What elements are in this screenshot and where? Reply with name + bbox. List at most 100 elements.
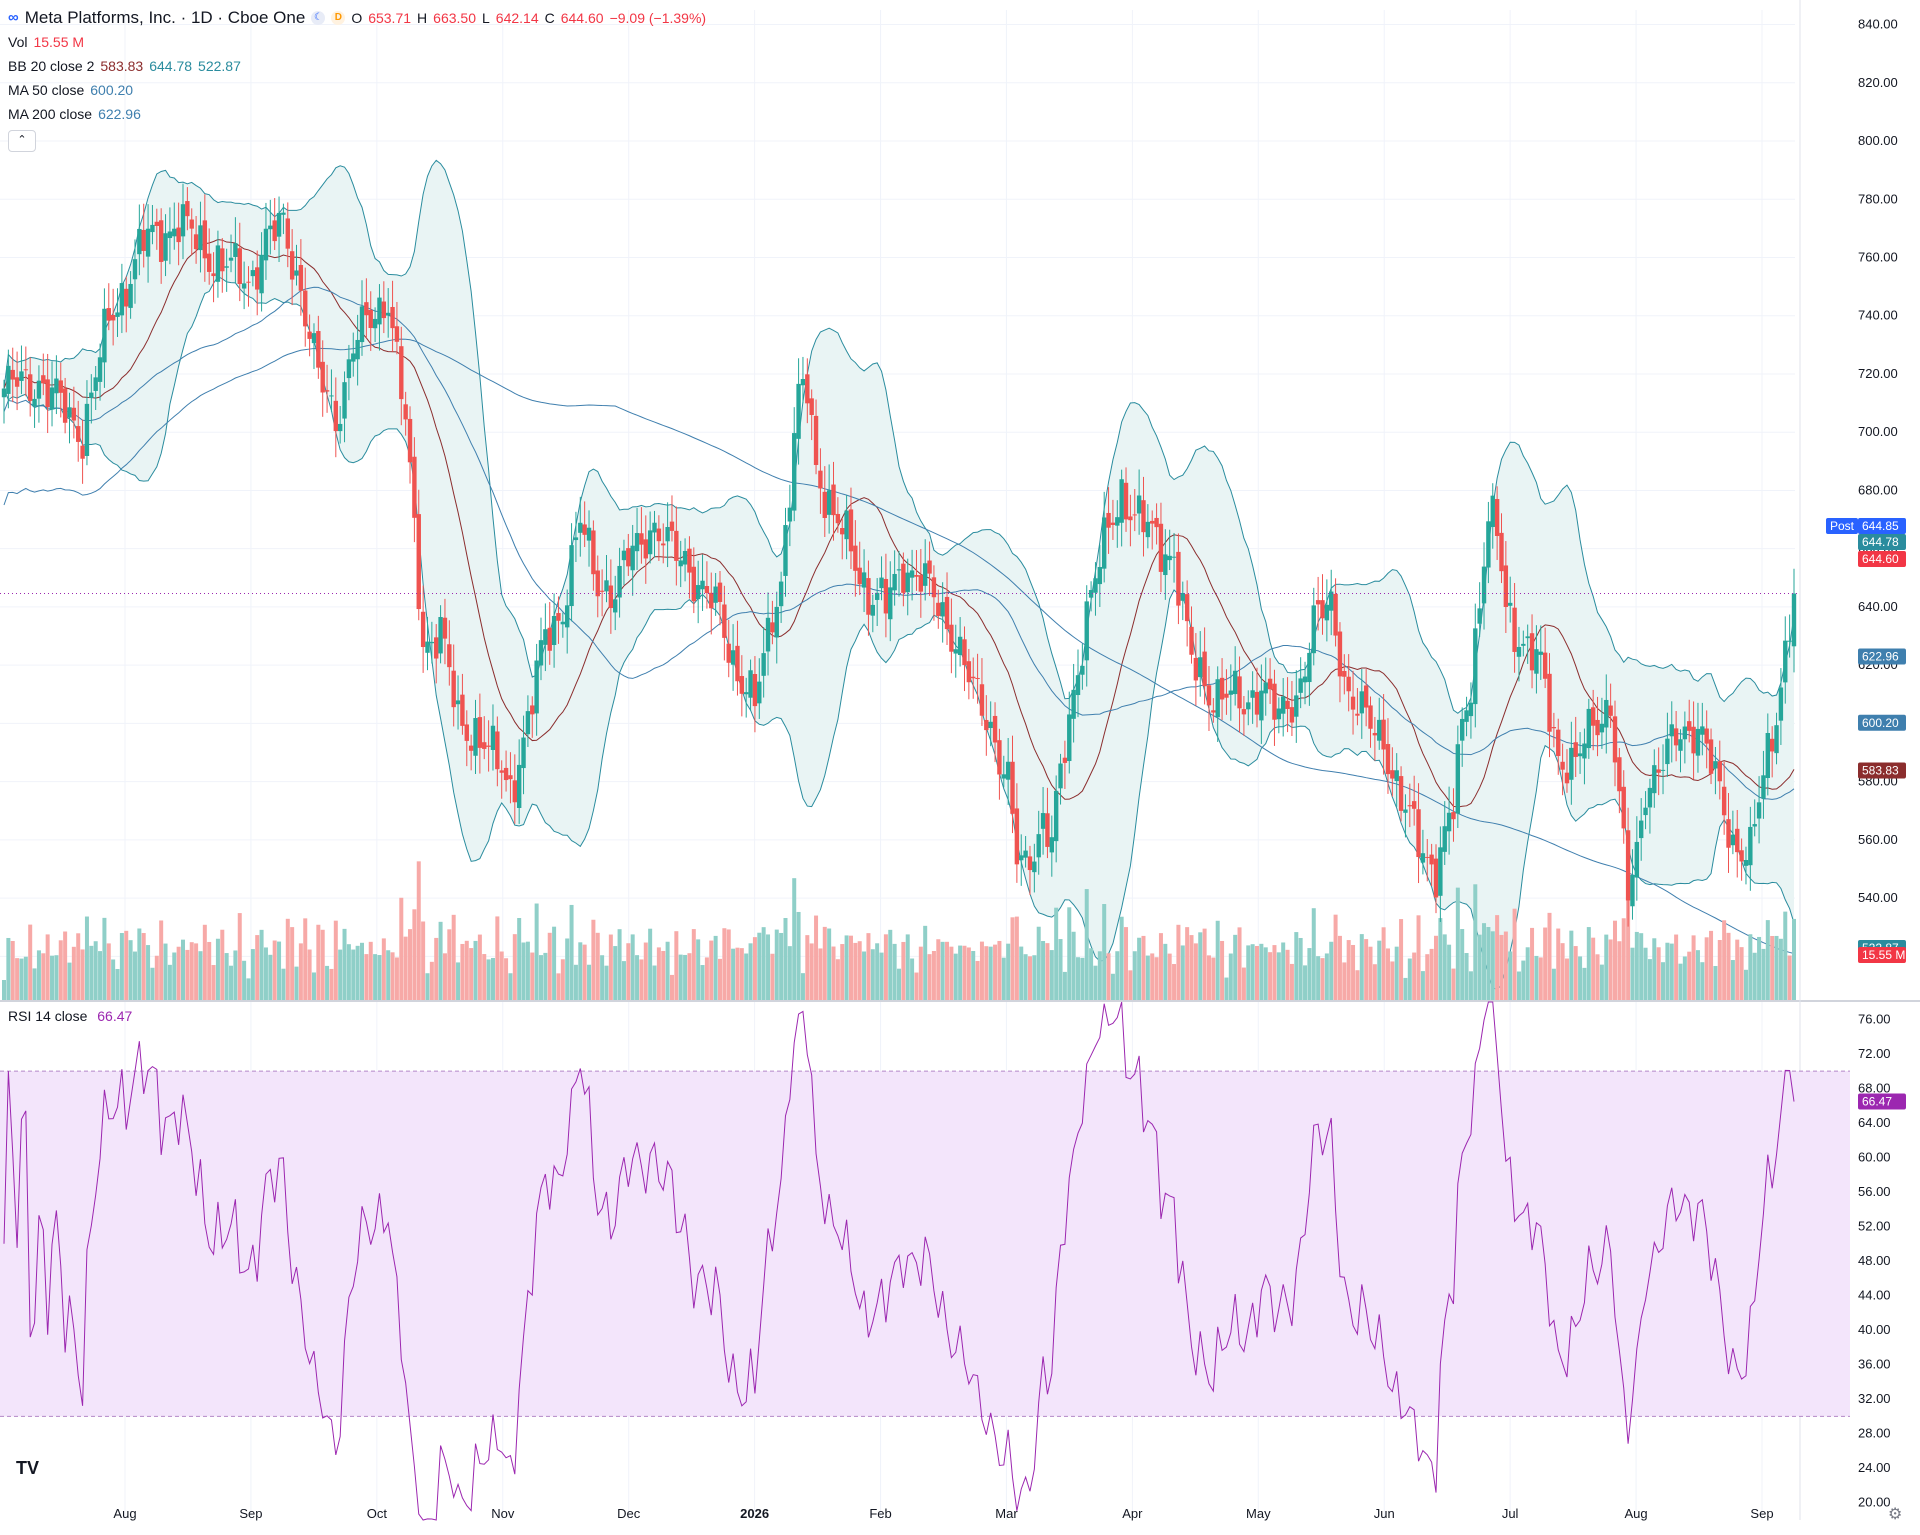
candle <box>783 507 788 597</box>
candle-body <box>45 379 50 408</box>
volume-bar <box>1521 960 1526 1000</box>
volume-bar <box>1709 930 1714 1000</box>
ma200-line <box>3 338 1795 954</box>
candle <box>1053 775 1059 863</box>
volume-bar <box>713 935 718 1000</box>
candle-body <box>1590 707 1596 726</box>
ma200-tag: 622.96 <box>1858 648 1906 665</box>
chart-legend: ∞ Meta Platforms, Inc. · 1D · Cboe One ☾… <box>8 6 706 152</box>
candle-body <box>1582 743 1587 759</box>
open-label: O <box>351 10 363 26</box>
volume-bar <box>822 926 827 1000</box>
volume-bar <box>800 973 805 1000</box>
volume-bar <box>504 958 509 1000</box>
candle <box>407 406 413 484</box>
volume-bar <box>962 945 967 1000</box>
bb-legend-row[interactable]: BB 20 close 2 583.83 644.78 522.87 <box>8 54 706 78</box>
volume-bar <box>1682 956 1687 1000</box>
candle-body <box>259 254 264 294</box>
rsi-tick-label: 40.00 <box>1858 1322 1891 1337</box>
candle-body <box>556 613 561 621</box>
volume-bar <box>224 953 229 1000</box>
candle-body <box>1219 677 1225 700</box>
volume-bar <box>1189 935 1194 1000</box>
volume-bar <box>556 973 561 1000</box>
candle <box>1014 783 1020 883</box>
candle <box>726 619 731 678</box>
ma200-value: 622.96 <box>98 106 141 122</box>
volume-bar <box>1447 944 1452 1000</box>
volume-bar <box>1172 964 1177 1000</box>
tradingview-logo-icon[interactable]: TV <box>16 1458 40 1478</box>
candle-body <box>185 201 190 217</box>
time-tick-label: Sep <box>1750 1506 1773 1521</box>
volume-bar <box>1512 908 1517 1000</box>
bb-label: BB 20 close 2 <box>8 58 95 74</box>
volume-bar <box>1403 977 1408 1000</box>
candle <box>255 250 260 316</box>
candle-body <box>1717 761 1722 782</box>
candle <box>617 547 622 618</box>
candle <box>1359 668 1364 739</box>
volume-bar <box>1036 926 1041 1000</box>
candle-body <box>58 380 63 393</box>
candle <box>1005 737 1011 806</box>
volume-bar <box>377 955 382 1000</box>
candle-body <box>1704 728 1709 744</box>
candle <box>909 549 915 601</box>
volume-legend-row[interactable]: Vol 15.55 M <box>8 30 706 54</box>
volume-bar <box>246 978 251 1000</box>
volume-bar <box>757 932 762 1000</box>
volume-bar <box>1049 950 1054 1000</box>
candle-body <box>643 539 648 559</box>
ma200-label: MA 200 close <box>8 106 93 122</box>
time-tick-label: Dec <box>617 1506 641 1521</box>
candle-body <box>757 681 762 704</box>
candle <box>145 204 151 283</box>
candle <box>866 560 871 636</box>
candle-body <box>1040 813 1046 829</box>
candle <box>896 550 902 597</box>
volume-bar <box>150 967 155 1000</box>
volume-bar <box>469 948 474 1000</box>
market-hours-icon[interactable]: ☾ <box>311 11 326 25</box>
volume-bar <box>1233 934 1238 1000</box>
candle <box>739 655 745 717</box>
volume-bar <box>1551 968 1556 1000</box>
candle-body <box>936 602 941 616</box>
candle <box>1700 702 1705 756</box>
collapse-legend-button[interactable]: ⌃ <box>8 130 36 152</box>
candle <box>1040 787 1046 855</box>
candle-body <box>722 604 727 638</box>
volume-bar <box>499 951 504 1000</box>
ma50-legend-row[interactable]: MA 50 close 600.20 <box>8 78 706 102</box>
candle-body <box>1691 726 1696 754</box>
candle-body <box>534 660 539 714</box>
ma200-legend-row[interactable]: MA 200 close 622.96 <box>8 102 706 126</box>
candle <box>1167 529 1172 571</box>
candle <box>1481 542 1487 630</box>
delayed-data-icon[interactable]: D <box>331 11 346 25</box>
candle-body <box>582 524 587 535</box>
volume-bar <box>635 955 640 1000</box>
symbol-title[interactable]: Meta Platforms, Inc. · 1D · Cboe One <box>24 8 306 27</box>
candle <box>434 624 439 684</box>
price-tick-label: 560.00 <box>1858 832 1898 847</box>
candle <box>927 541 932 596</box>
rsi-tick-label: 36.00 <box>1858 1357 1891 1372</box>
volume-bar <box>914 972 919 1000</box>
candle <box>106 283 111 331</box>
rsi-legend[interactable]: RSI 14 close 66.47 <box>8 1008 132 1024</box>
candle-body <box>1429 854 1434 865</box>
candle <box>420 585 426 673</box>
candle-body <box>1638 820 1644 839</box>
candle <box>486 720 491 772</box>
candle <box>1411 775 1417 826</box>
candle <box>1150 510 1155 550</box>
volume-bar <box>735 947 740 1000</box>
volume-bar <box>477 934 482 1000</box>
rsi-tick-label: 24.00 <box>1858 1460 1891 1475</box>
settings-icon[interactable]: ⚙ <box>1888 1506 1903 1523</box>
